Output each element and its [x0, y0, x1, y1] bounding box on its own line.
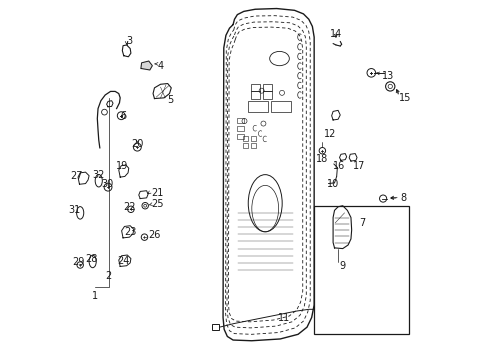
- Bar: [250, 143, 256, 148]
- Bar: [250, 91, 259, 99]
- Text: 26: 26: [148, 230, 161, 240]
- Text: 28: 28: [85, 254, 98, 264]
- Text: 29: 29: [72, 257, 84, 267]
- Bar: [263, 84, 271, 91]
- Bar: [242, 143, 248, 148]
- Text: 18: 18: [316, 154, 328, 163]
- Bar: [263, 91, 271, 99]
- Text: 25: 25: [151, 199, 164, 209]
- Text: 32: 32: [92, 170, 104, 180]
- Bar: [250, 84, 259, 91]
- Text: 24: 24: [117, 256, 129, 266]
- Text: 11: 11: [277, 312, 289, 323]
- Bar: [211, 324, 219, 330]
- Text: 21: 21: [151, 188, 163, 198]
- Text: 31: 31: [68, 205, 81, 215]
- Bar: [271, 102, 290, 112]
- Text: 3: 3: [126, 36, 132, 46]
- Text: 6: 6: [120, 111, 126, 121]
- Text: 20: 20: [131, 139, 143, 149]
- Text: 12: 12: [324, 129, 336, 139]
- Bar: [237, 118, 244, 123]
- Text: 14: 14: [329, 28, 342, 39]
- Text: 27: 27: [70, 171, 82, 181]
- Text: 22: 22: [123, 202, 136, 212]
- Text: 10: 10: [326, 179, 338, 189]
- Text: 16: 16: [332, 161, 345, 171]
- Text: 5: 5: [167, 95, 173, 105]
- Bar: [247, 102, 267, 112]
- Text: 17: 17: [353, 161, 365, 171]
- Text: 8: 8: [399, 193, 405, 203]
- Text: 13: 13: [381, 71, 393, 81]
- Text: 30: 30: [101, 179, 113, 189]
- Bar: [242, 136, 248, 141]
- Text: 19: 19: [116, 161, 128, 171]
- Text: 7: 7: [358, 218, 365, 228]
- Text: 4: 4: [158, 61, 164, 71]
- Bar: [313, 206, 408, 334]
- Bar: [237, 134, 244, 139]
- Text: 9: 9: [339, 261, 345, 271]
- Polygon shape: [141, 61, 152, 70]
- Text: 1: 1: [92, 291, 98, 301]
- Text: 15: 15: [398, 93, 411, 103]
- Bar: [250, 136, 256, 141]
- Bar: [237, 126, 244, 131]
- Text: 2: 2: [105, 271, 112, 282]
- Text: 23: 23: [123, 227, 136, 237]
